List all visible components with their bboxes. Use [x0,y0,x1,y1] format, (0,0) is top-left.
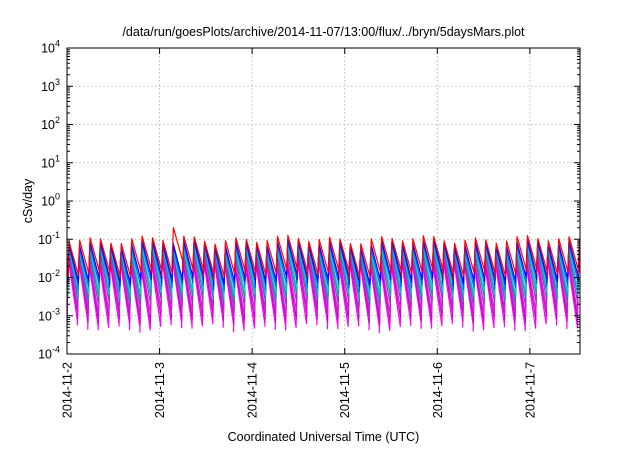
x-tick-label: 2014-11-5 [338,362,352,418]
y-tick-label: 104 [41,39,60,56]
series-line [67,254,580,325]
x-tick-label: 2014-11-2 [61,362,75,418]
y-tick-label: 10-4 [38,345,60,362]
axis-ticks [66,47,580,355]
y-axis-label: cSv/day [21,178,35,223]
x-axis-label: Coordinated Universal Time (UTC) [228,430,420,444]
x-tick-labels: 2014-11-2 2014-11-3 2014-11-4 2014-11-5 2014… [61,362,538,418]
y-tick-label: 100 [41,192,60,209]
y-tick-label: 10-3 [38,306,60,323]
y-tick-label: 10-1 [38,230,60,247]
chart-title: /data/run/goesPlots/archive/2014-11-07/1… [122,25,525,39]
x-tick-label: 2014-11-4 [246,362,260,418]
y-tick-label: 103 [41,77,60,94]
x-tick-label: 2014-11-3 [153,362,167,418]
x-tick-label: 2014-11-6 [431,362,445,418]
y-tick-label: 102 [41,115,60,132]
y-tick-label: 101 [41,153,60,170]
series-line [67,238,580,288]
y-tick-labels: 10-4 10-3 10-2 10-1 100 101 102 103 104 [38,39,60,362]
x-tick-label: 2014-11-7 [523,362,537,418]
y-tick-label: 10-2 [38,268,60,285]
series-group [67,227,580,334]
series-line [67,227,580,280]
